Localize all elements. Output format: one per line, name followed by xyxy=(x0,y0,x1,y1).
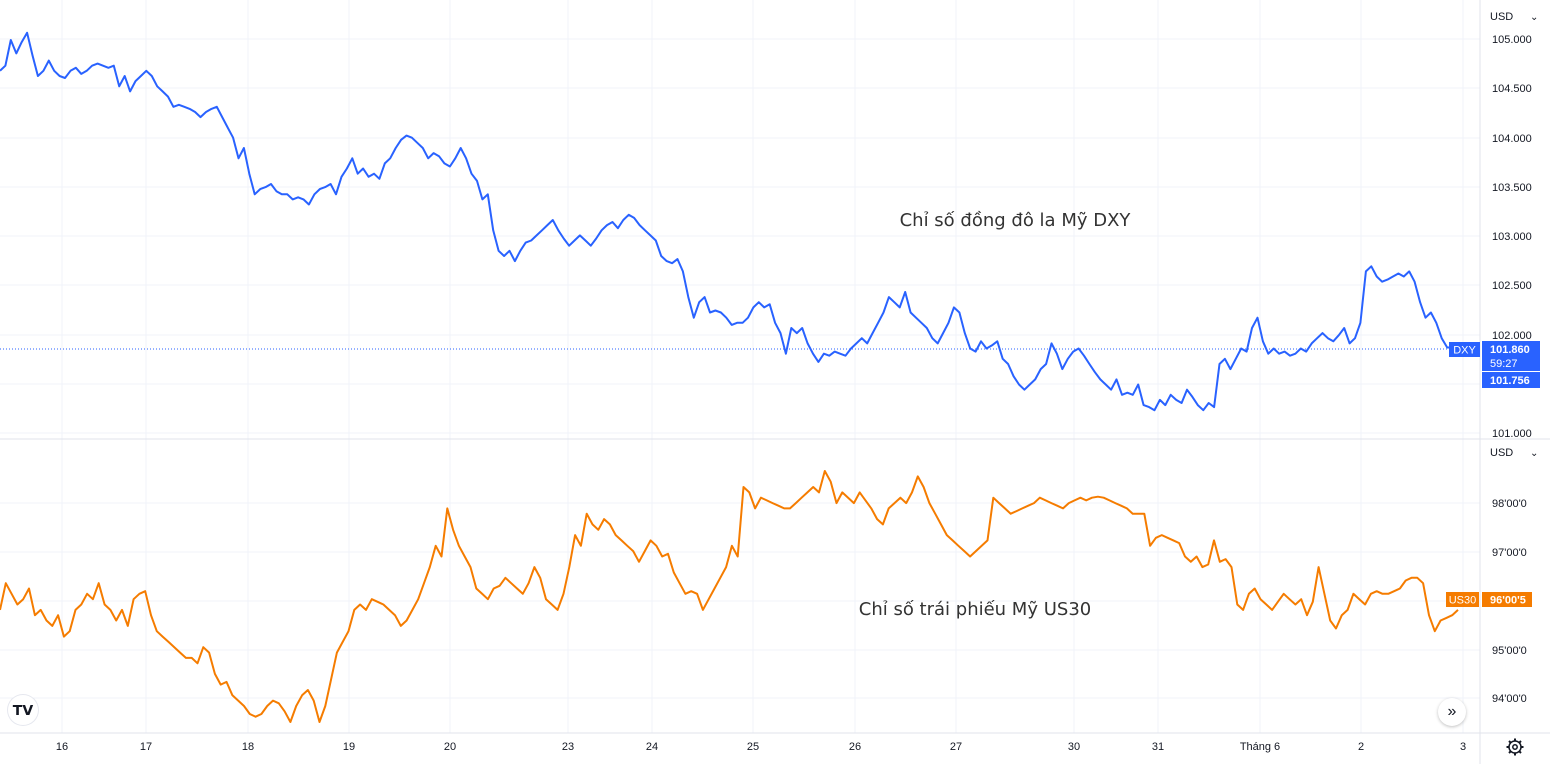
y-tick-label: 105.000 xyxy=(1492,34,1532,46)
y-tick-label: 104.000 xyxy=(1492,133,1532,145)
currency-label-bottom[interactable]: USD xyxy=(1490,447,1513,459)
dxy-price-badge xyxy=(1482,341,1540,371)
y-tick-label: 103.500 xyxy=(1492,182,1532,194)
dxy-price-text: 101.860 xyxy=(1490,344,1530,356)
x-tick-label: 27 xyxy=(950,741,962,753)
x-tick-label: 24 xyxy=(646,741,658,753)
series-layer xyxy=(0,31,1459,723)
x-tick-label: 31 xyxy=(1152,741,1164,753)
series-line-dxy[interactable] xyxy=(0,31,1459,412)
scroll-to-realtime-icon[interactable]: » xyxy=(1438,698,1466,726)
annotation-dxy: Chỉ số đồng đô la Mỹ DXY xyxy=(900,210,1132,231)
dxy-timer-text: 59:27 xyxy=(1490,358,1518,370)
dxy-low-badge xyxy=(1482,372,1540,388)
y-tick-label: 95'00'0 xyxy=(1492,645,1527,657)
x-tick-label: 16 xyxy=(56,741,68,753)
y-tick-label: 98'00'0 xyxy=(1492,498,1527,510)
gear-icon[interactable] xyxy=(1505,737,1525,757)
tradingview-logo-icon[interactable]: 𝗧𝗩 xyxy=(8,695,38,725)
x-tick-label: 26 xyxy=(849,741,861,753)
x-tick-label: 19 xyxy=(343,741,355,753)
dxy-symbol-badge xyxy=(1449,342,1480,357)
us30-price-badge xyxy=(1482,592,1532,607)
x-tick-label: 18 xyxy=(242,741,254,753)
x-tick-label: 20 xyxy=(444,741,456,753)
x-tick-label: 17 xyxy=(140,741,152,753)
dxy-symbol-text: DXY xyxy=(1453,345,1476,357)
us30-symbol-badge xyxy=(1446,592,1479,607)
x-tick-label: 25 xyxy=(747,741,759,753)
x-tick-label: 30 xyxy=(1068,741,1080,753)
y-tick-label: 102.500 xyxy=(1492,280,1532,292)
series-line-us30[interactable] xyxy=(0,470,1459,723)
currency-label-top[interactable]: USD xyxy=(1490,11,1513,23)
y-tick-label: 101.000 xyxy=(1492,428,1532,440)
us30-symbol-text: US30 xyxy=(1449,595,1477,607)
y-tick-label: 103.000 xyxy=(1492,231,1532,243)
annotation-us30: Chỉ số trái phiếu Mỹ US30 xyxy=(859,599,1091,620)
dxy-low-text: 101.756 xyxy=(1490,375,1530,387)
us30-price-text: 96'00'5 xyxy=(1490,595,1526,607)
x-tick-label: 2 xyxy=(1358,741,1364,753)
y-tick-label: 94'00'0 xyxy=(1492,693,1527,705)
y-tick-label: 104.500 xyxy=(1492,83,1532,95)
y-tick-label: 102.000 xyxy=(1492,330,1532,342)
currency-dropdown-bottom-icon[interactable]: ⌄ xyxy=(1530,448,1538,459)
x-tick-label: Tháng 6 xyxy=(1240,741,1280,753)
grid-layer xyxy=(0,0,1480,733)
currency-dropdown-top-icon[interactable]: ⌄ xyxy=(1530,12,1538,23)
x-tick-label: 23 xyxy=(562,741,574,753)
y-tick-label: 97'00'0 xyxy=(1492,547,1527,559)
badge-layer: DXY 101.860 59:27 101.756 US30 96'00'5 xyxy=(1446,341,1540,607)
x-tick-label: 3 xyxy=(1460,741,1466,753)
